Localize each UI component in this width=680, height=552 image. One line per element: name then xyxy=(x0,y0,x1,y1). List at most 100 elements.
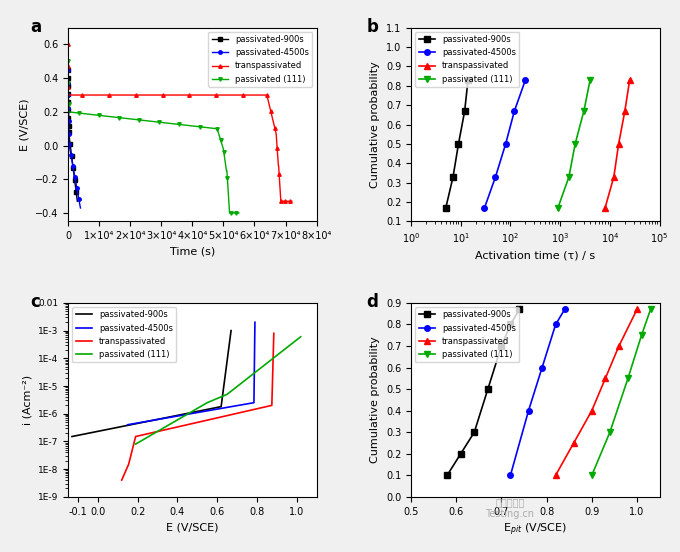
Text: d: d xyxy=(367,293,378,311)
passivated-4500s xyxy=(250,400,258,406)
transpassivated xyxy=(588,407,596,414)
passivated (111) xyxy=(250,370,258,377)
passivated-900s xyxy=(464,77,472,83)
Line: transpassivated: transpassivated xyxy=(602,77,632,211)
passivated (111) xyxy=(95,112,103,119)
passivated (111) xyxy=(565,173,573,180)
passivated-4500s xyxy=(65,105,73,112)
passivated (111) xyxy=(624,375,632,381)
transpassivated xyxy=(270,330,278,337)
transpassivated xyxy=(570,439,578,446)
passivated-900s xyxy=(457,450,465,457)
transpassivated xyxy=(81,92,89,98)
passivated-4500s xyxy=(251,319,259,326)
passivated (111) xyxy=(131,441,139,448)
Line: transpassivated: transpassivated xyxy=(553,306,640,478)
passivated-4500s xyxy=(492,173,500,180)
passivated (111) xyxy=(87,111,95,118)
Line: transpassivated: transpassivated xyxy=(66,43,294,203)
passivated-4500s xyxy=(65,110,73,116)
passivated (111) xyxy=(296,333,305,340)
Line: passivated-900s: passivated-900s xyxy=(445,306,522,478)
passivated-900s xyxy=(207,405,216,412)
passivated (111) xyxy=(230,210,238,216)
passivated (111) xyxy=(235,210,243,216)
passivated-900s xyxy=(119,423,127,429)
Line: passivated (111): passivated (111) xyxy=(66,60,241,215)
passivated-4500s xyxy=(64,66,72,73)
transpassivated xyxy=(288,198,296,205)
passivated-900s xyxy=(460,108,469,114)
passivated-4500s xyxy=(522,77,530,83)
transpassivated xyxy=(615,343,623,349)
transpassivated xyxy=(238,409,246,416)
passivated-900s xyxy=(443,472,452,479)
Y-axis label: Cumulative probability: Cumulative probability xyxy=(371,61,380,188)
Legend: passivated-900s, passivated-4500s, transpassivated, passivated (111): passivated-900s, passivated-4500s, trans… xyxy=(415,32,520,87)
Text: 青松检测网
Testing.cn: 青松检测网 Testing.cn xyxy=(486,497,534,519)
passivated (111) xyxy=(240,378,248,384)
passivated-4500s xyxy=(209,406,218,413)
passivated-900s xyxy=(73,198,82,205)
passivated-900s xyxy=(222,361,231,368)
passivated-4500s xyxy=(188,410,196,417)
Y-axis label: i (Acm⁻²): i (Acm⁻²) xyxy=(22,375,33,425)
transpassivated xyxy=(64,55,72,61)
transpassivated xyxy=(626,77,634,83)
Text: b: b xyxy=(367,18,378,36)
passivated-4500s xyxy=(524,407,532,414)
transpassivated xyxy=(229,92,237,98)
passivated (111) xyxy=(243,375,252,381)
Text: c: c xyxy=(31,293,41,311)
passivated-4500s xyxy=(217,405,225,412)
Line: passivated-4500s: passivated-4500s xyxy=(128,322,255,424)
passivated-900s xyxy=(497,343,505,349)
transpassivated xyxy=(633,306,641,312)
passivated (111) xyxy=(224,196,233,203)
passivated (111) xyxy=(588,472,596,479)
transpassivated xyxy=(610,173,618,180)
passivated-4500s xyxy=(480,205,488,211)
Line: passivated-4500s: passivated-4500s xyxy=(481,77,528,211)
Legend: passivated-900s, passivated-4500s, transpassivated, passivated (111): passivated-900s, passivated-4500s, trans… xyxy=(208,32,312,87)
Legend: passivated-900s, passivated-4500s, transpassivated, passivated (111): passivated-900s, passivated-4500s, trans… xyxy=(415,307,520,362)
transpassivated xyxy=(64,78,72,85)
passivated-900s xyxy=(64,100,72,107)
transpassivated xyxy=(551,472,560,479)
passivated-900s xyxy=(64,95,72,102)
passivated-4500s xyxy=(65,115,73,121)
passivated (111) xyxy=(223,174,231,181)
passivated-4500s xyxy=(510,108,518,114)
passivated-4500s xyxy=(124,421,132,428)
passivated-900s xyxy=(211,405,220,411)
passivated (111) xyxy=(637,332,645,338)
transpassivated xyxy=(287,198,295,205)
transpassivated xyxy=(64,41,72,48)
passivated-900s xyxy=(483,386,492,392)
transpassivated xyxy=(615,141,623,147)
passivated (111) xyxy=(139,437,147,443)
Y-axis label: Cumulative probability: Cumulative probability xyxy=(371,337,380,463)
transpassivated xyxy=(118,477,126,484)
transpassivated xyxy=(64,62,72,69)
transpassivated xyxy=(261,404,269,410)
passivated-4500s xyxy=(64,92,72,99)
Line: passivated-900s: passivated-900s xyxy=(72,331,231,437)
transpassivated xyxy=(277,198,285,205)
passivated-900s xyxy=(65,127,73,134)
passivated (111) xyxy=(208,125,216,131)
passivated-4500s xyxy=(507,472,515,479)
transpassivated xyxy=(601,205,609,211)
Text: a: a xyxy=(31,18,42,36)
passivated (111) xyxy=(647,306,655,312)
passivated-4500s xyxy=(65,118,73,124)
passivated-900s xyxy=(471,429,479,436)
Line: passivated-900s: passivated-900s xyxy=(443,77,471,211)
X-axis label: E (V/SCE): E (V/SCE) xyxy=(166,522,218,532)
Line: passivated (111): passivated (111) xyxy=(555,77,593,211)
passivated-900s xyxy=(68,433,76,440)
passivated-4500s xyxy=(211,406,220,413)
passivated-900s xyxy=(227,327,235,334)
passivated-900s xyxy=(70,172,78,178)
passivated (111) xyxy=(163,423,171,429)
